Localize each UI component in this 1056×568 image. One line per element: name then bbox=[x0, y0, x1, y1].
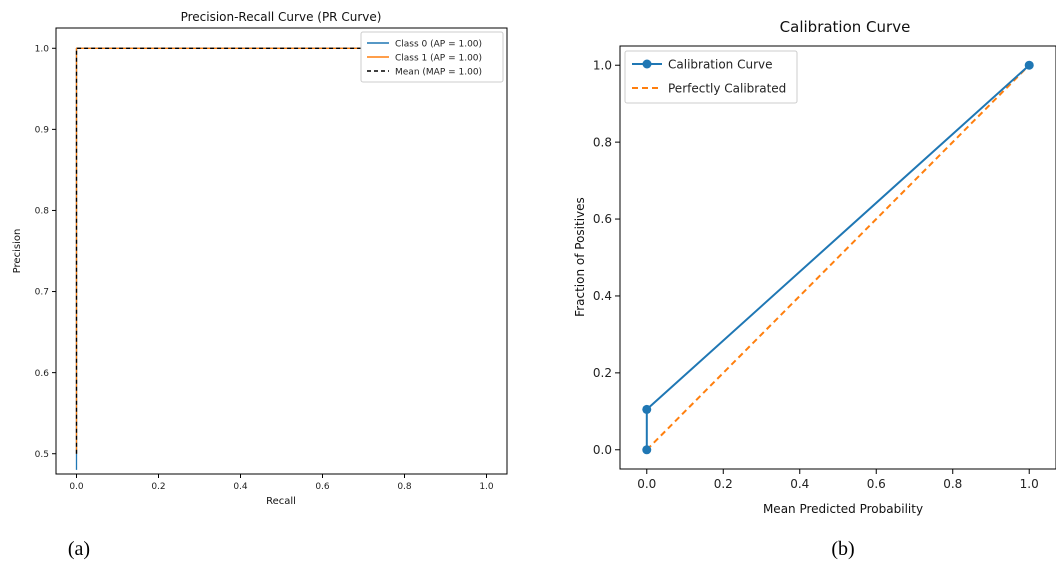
calibration-x-tick-label: 0.4 bbox=[790, 477, 809, 491]
pr-x-tick-label: 0.4 bbox=[233, 482, 248, 492]
calibration-data-point bbox=[1024, 60, 1034, 70]
pr-legend-box bbox=[360, 31, 504, 83]
pr-x-axis-label: Recall bbox=[266, 496, 296, 507]
pr-y-tick-label: 0.8 bbox=[35, 207, 50, 217]
pr-chart-title: Precision-Recall Curve (PR Curve) bbox=[181, 10, 382, 24]
legend-label-class-0: Class 0 (AP = 1.00) bbox=[395, 40, 482, 50]
panel-label-a: (a) bbox=[68, 538, 90, 560]
calibration-data-point bbox=[642, 404, 652, 414]
pr-legend: Class 0 (AP = 1.00) Class 1 (AP = 1.00) … bbox=[360, 31, 504, 83]
calibration-legend-box bbox=[624, 50, 798, 104]
calibration-curve-chart: Calibration Curve Mean Predicted Probabi… bbox=[573, 18, 1056, 560]
calibration-x-tick-label: 0.0 bbox=[637, 477, 656, 491]
pr-y-tick-label: 0.5 bbox=[35, 450, 49, 460]
pr-y-tick-label: 0.7 bbox=[35, 288, 49, 298]
calibration-y-tick-label: 0.8 bbox=[593, 135, 612, 149]
legend-label-class-1: Class 1 (AP = 1.00) bbox=[395, 54, 482, 64]
calibration-y-tick-label: 1.0 bbox=[593, 58, 612, 72]
calibration-series-line-1 bbox=[646, 64, 1030, 451]
pr-x-ticks: 0.0 0.2 0.4 0.6 0.8 1.0 bbox=[69, 474, 494, 492]
pr-y-tick-label: 0.9 bbox=[35, 126, 50, 136]
panel-label-b: (b) bbox=[831, 538, 854, 560]
pr-x-tick-label: 0.0 bbox=[69, 482, 84, 492]
calibration-legend: Calibration Curve Perfectly Calibrated bbox=[624, 50, 798, 104]
calibration-x-ticks: 0.0 0.2 0.4 0.6 0.8 1.0 bbox=[637, 469, 1039, 491]
pr-plot-frame bbox=[55, 27, 508, 475]
calibration-x-tick-label: 0.2 bbox=[714, 477, 733, 491]
calibration-series-lines bbox=[642, 60, 1034, 455]
calibration-x-tick-label: 1.0 bbox=[1020, 477, 1039, 491]
legend-label-mean: Mean (MAP = 1.00) bbox=[395, 68, 482, 78]
calibration-y-tick-label: 0.6 bbox=[593, 212, 612, 226]
calibration-y-ticks: 0.0 0.2 0.4 0.6 0.8 1.0 bbox=[593, 58, 620, 457]
pr-x-tick-label: 1.0 bbox=[479, 482, 494, 492]
pr-curve-chart: Precision-Recall Curve (PR Curve) Recall… bbox=[12, 10, 508, 560]
pr-y-tick-label: 0.6 bbox=[35, 369, 50, 379]
legend-label-calibration-curve: Calibration Curve bbox=[668, 58, 773, 72]
legend-marker-calibration-curve bbox=[642, 59, 652, 69]
pr-series-lines bbox=[75, 47, 487, 470]
pr-x-tick-label: 0.2 bbox=[151, 482, 165, 492]
pr-x-tick-label: 0.6 bbox=[315, 482, 330, 492]
pr-y-axis-label: Precision bbox=[12, 229, 23, 274]
calibration-y-tick-label: 0.2 bbox=[593, 366, 612, 380]
calibration-y-tick-label: 0.0 bbox=[593, 443, 612, 457]
pr-series-line-2 bbox=[75, 47, 487, 454]
pr-y-tick-label: 1.0 bbox=[35, 44, 50, 54]
legend-label-perfectly-calibrated: Perfectly Calibrated bbox=[668, 82, 786, 96]
pr-x-tick-label: 0.8 bbox=[397, 482, 412, 492]
pr-y-ticks: 0.5 0.6 0.7 0.8 0.9 1.0 bbox=[35, 44, 56, 460]
calibration-x-axis-label: Mean Predicted Probability bbox=[763, 502, 923, 516]
calibration-x-tick-label: 0.6 bbox=[867, 477, 886, 491]
calibration-data-point bbox=[642, 445, 652, 455]
calibration-y-axis-label: Fraction of Positives bbox=[573, 197, 587, 317]
calibration-x-tick-label: 0.8 bbox=[943, 477, 962, 491]
calibration-y-tick-label: 0.4 bbox=[593, 289, 612, 303]
calibration-chart-title: Calibration Curve bbox=[780, 18, 911, 36]
